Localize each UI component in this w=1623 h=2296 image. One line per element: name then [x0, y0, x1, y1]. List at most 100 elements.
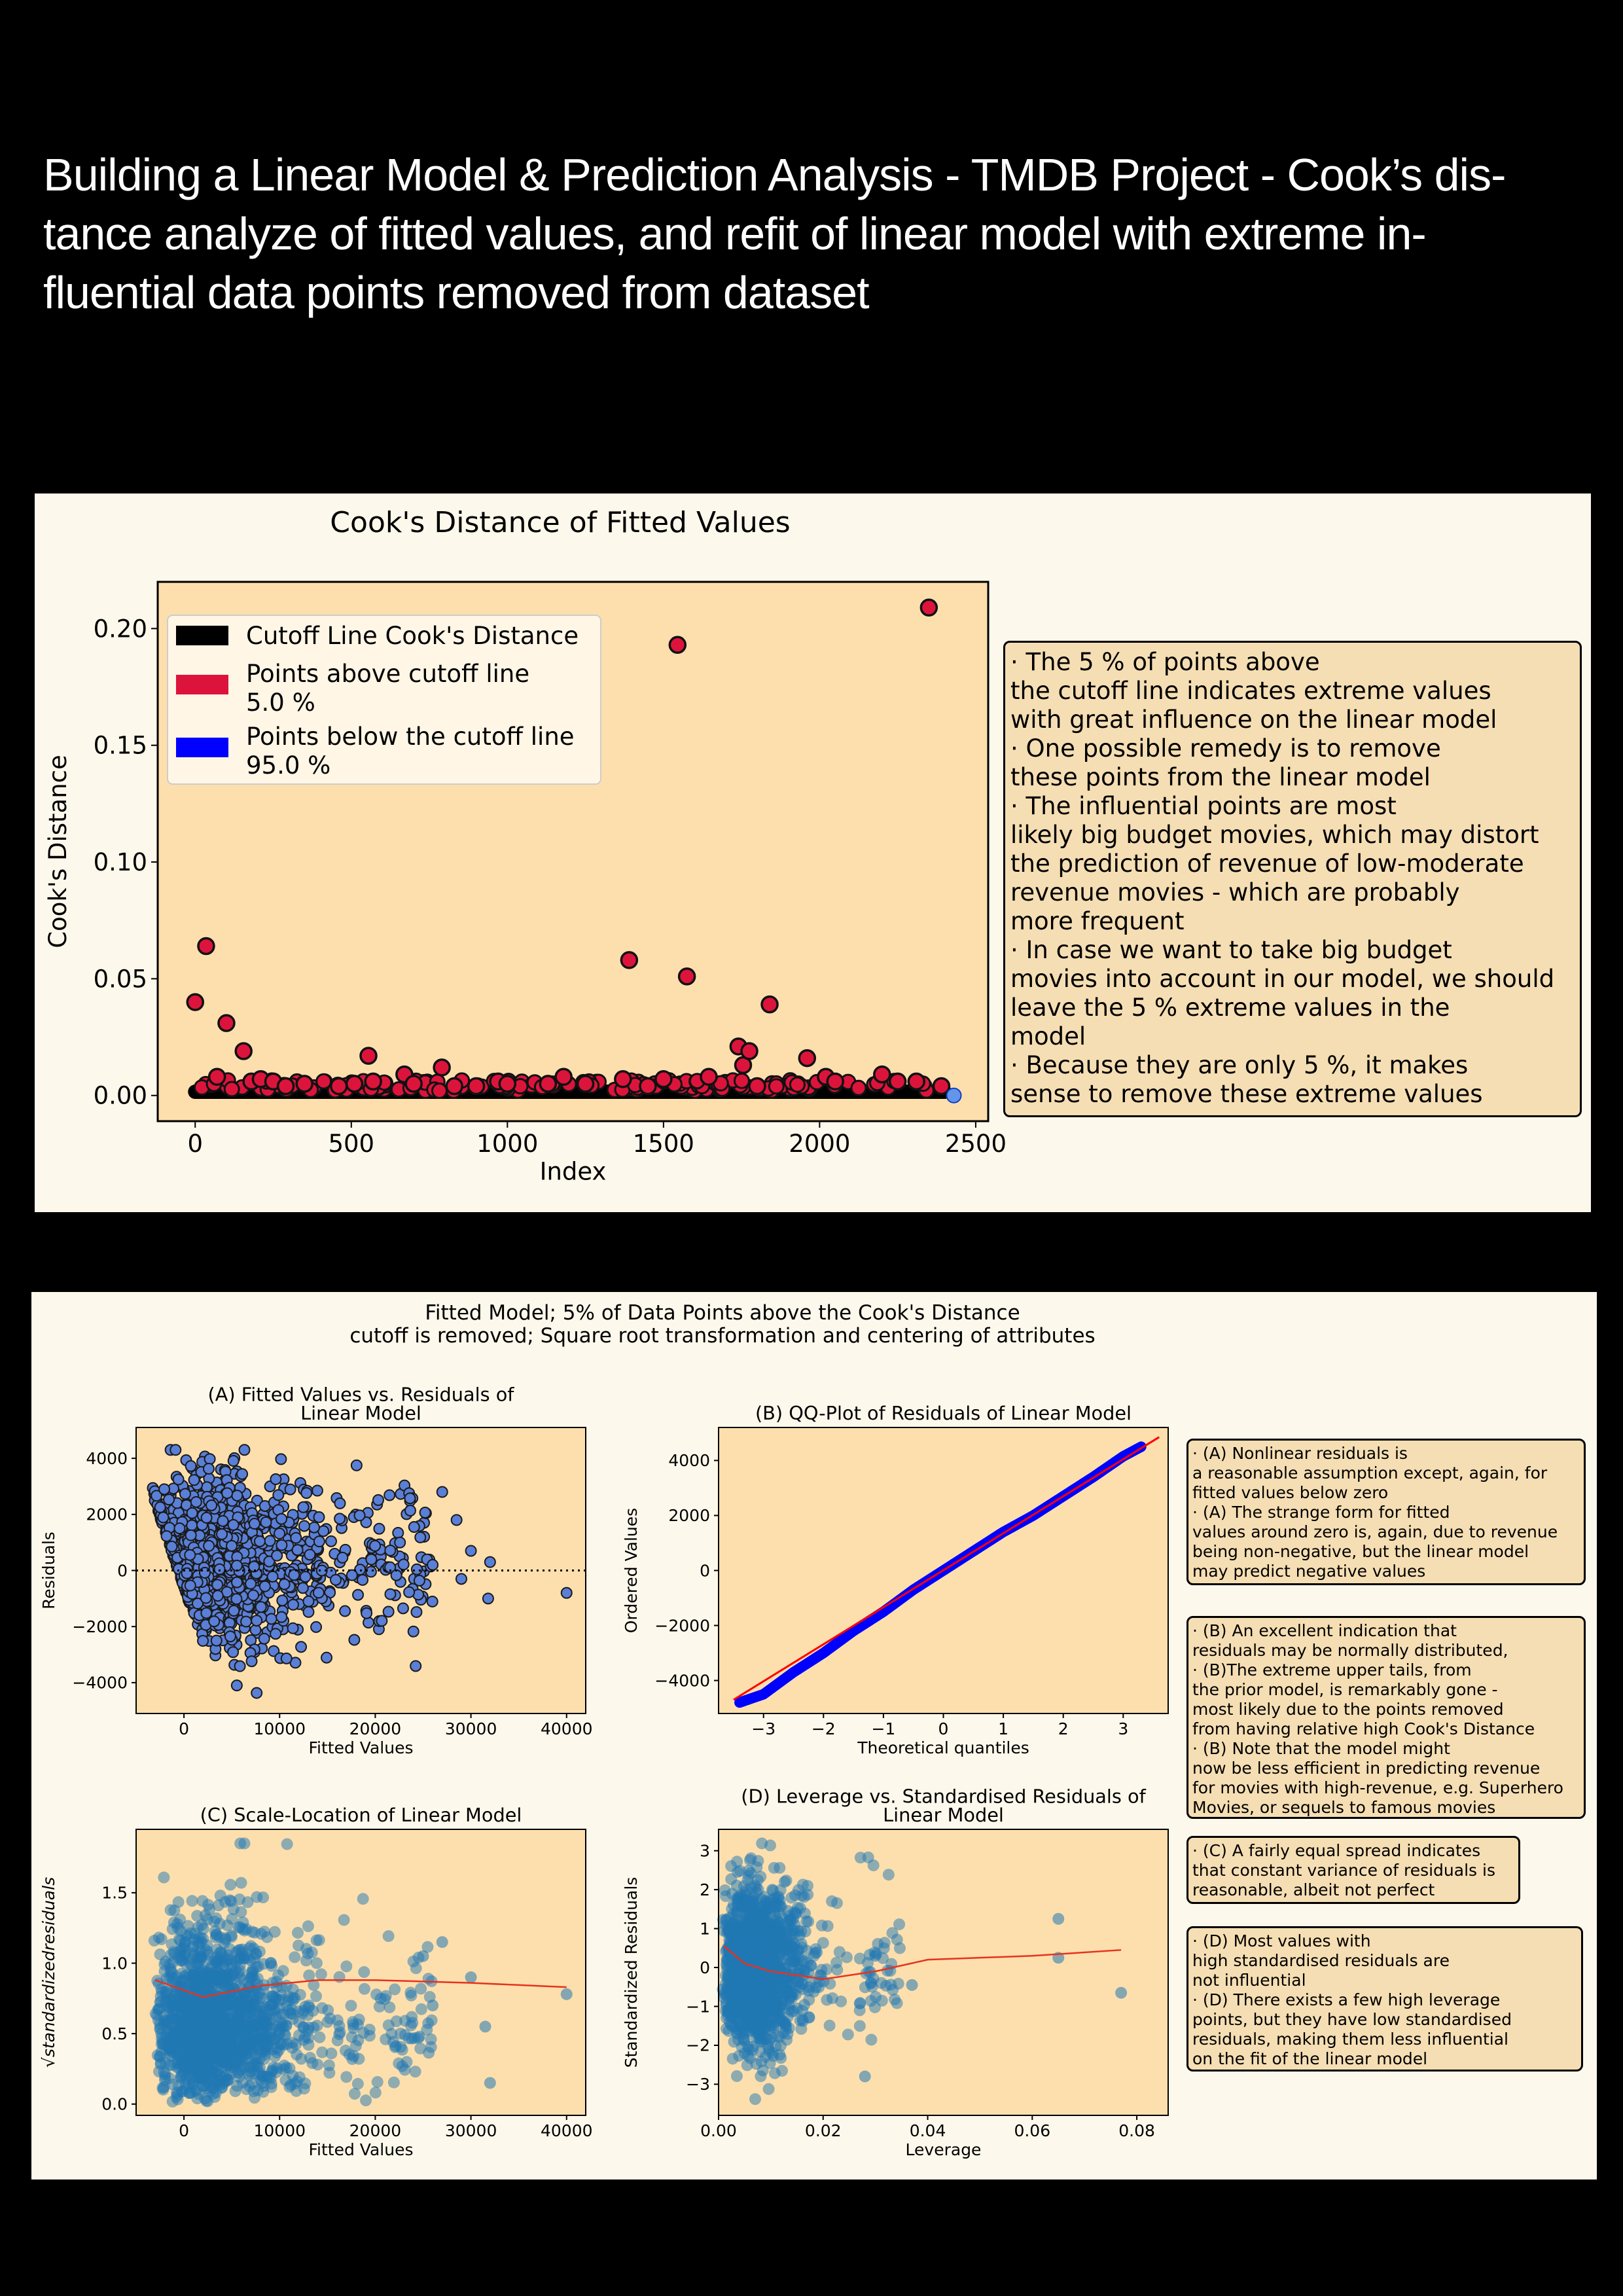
residual-point: [200, 1592, 212, 1604]
x-tick-label: 1: [998, 1719, 1008, 1738]
scale-point: [202, 1899, 215, 1911]
scale-point: [232, 2056, 245, 2068]
residual-point: [450, 1514, 463, 1526]
residual-point: [258, 1632, 270, 1645]
above-cutoff-point: [554, 1067, 573, 1086]
residual-point: [259, 1580, 271, 1592]
scale-point: [200, 1955, 213, 1967]
x-tick-label: 500: [328, 1130, 374, 1158]
above-cutoff-point: [433, 1058, 451, 1077]
residual-point: [291, 1544, 304, 1556]
residual-point: [287, 1622, 299, 1634]
residual-point: [350, 1459, 363, 1471]
residual-point: [353, 1509, 366, 1522]
above-cutoff-point: [639, 1077, 657, 1096]
residual-point: [260, 1516, 272, 1528]
scale-point: [358, 1982, 370, 1995]
x-tick-label: 0: [938, 1719, 949, 1738]
scale-point: [382, 1930, 395, 1943]
residual-point: [158, 1483, 171, 1496]
residual-point: [336, 1551, 349, 1564]
scale-point: [340, 1960, 353, 1973]
scale-point: [221, 1995, 233, 2007]
y-tick-label: 1.5: [101, 1884, 128, 1903]
scale-point: [302, 1920, 314, 1933]
above-cutoff-point: [498, 1075, 517, 1093]
scale-point: [353, 2053, 365, 2065]
residual-point: [226, 1539, 238, 1552]
above-cutoff-point: [654, 1070, 673, 1088]
scale-point: [176, 1950, 188, 1963]
scale-point: [313, 1934, 325, 1946]
scale-point: [241, 2019, 253, 2032]
x-axis-label: Fitted Values: [309, 1738, 414, 1757]
residual-point: [384, 1544, 397, 1556]
scale-point: [248, 1952, 260, 1965]
residual-point: [271, 1549, 283, 1562]
scale-point: [231, 2000, 243, 2013]
above-cutoff-point: [850, 1079, 867, 1096]
scale-point: [158, 1871, 170, 1884]
scale-point: [290, 2085, 302, 2097]
scale-point: [399, 2064, 411, 2076]
above-cutoff-point: [700, 1067, 718, 1086]
y-tick-label: 0.15: [94, 732, 147, 760]
residual-point: [208, 1615, 221, 1628]
residual-point: [224, 1630, 236, 1643]
residual-point: [270, 1628, 282, 1640]
x-tick-label: −2: [812, 1719, 836, 1738]
residual-point: [200, 1511, 213, 1524]
leverage-point: [823, 2019, 836, 2032]
plot-marks: [186, 598, 962, 1103]
scale-point: [321, 2016, 334, 2028]
residual-point: [247, 1589, 260, 1602]
plot-marks: [136, 1444, 586, 1699]
y-tick-label: 4000: [668, 1451, 710, 1470]
x-tick-label: 0: [187, 1130, 203, 1158]
scale-point: [371, 2075, 383, 2088]
scale-point: [167, 1973, 179, 1985]
chart-title: (C) Scale-Location of Linear Model: [200, 1804, 522, 1826]
residual-point: [248, 1518, 260, 1530]
x-tick-label: 40000: [541, 2121, 593, 2140]
scale-point: [276, 2008, 288, 2020]
scale-point: [266, 1999, 278, 2011]
scale-point: [194, 2055, 207, 2068]
chart-D: 0.00 0.02 0.04 0.06 0.08−3−2−10123LeverageSt…: [622, 1785, 1169, 2159]
residual-point: [190, 1496, 202, 1508]
scale-point: [345, 2000, 357, 2012]
y-axis-label: Ordered Values: [622, 1508, 641, 1633]
residual-point: [240, 1615, 253, 1628]
residual-point: [372, 1494, 384, 1506]
scale-point: [229, 2024, 241, 2037]
scale-point: [266, 1960, 278, 1972]
above-cutoff-point: [888, 1072, 907, 1091]
residual-point: [184, 1549, 196, 1561]
above-cutoff-point: [873, 1065, 891, 1084]
scale-point: [225, 1929, 238, 1941]
above-cutoff-point: [207, 1067, 226, 1086]
above-cutoff-point: [295, 1075, 313, 1093]
residual-point: [300, 1487, 313, 1499]
scale-point: [414, 2042, 427, 2054]
scale-point: [222, 1973, 234, 1986]
scale-point: [410, 1962, 422, 1975]
residual-point: [230, 1560, 243, 1572]
scale-point: [202, 2015, 215, 2028]
residual-point: [311, 1484, 323, 1497]
scale-point: [297, 2021, 310, 2034]
above-cutoff-point: [677, 967, 696, 986]
residual-point: [184, 1579, 196, 1592]
residual-point: [276, 1594, 289, 1607]
above-cutoff-point: [404, 1075, 423, 1093]
residual-point: [203, 1539, 215, 1552]
scale-point: [277, 2020, 289, 2032]
residual-point: [198, 1566, 211, 1579]
above-cutoff-point: [740, 1042, 758, 1060]
y-axis-label: Cook's Distance: [44, 755, 72, 948]
above-cutoff-point: [907, 1072, 926, 1091]
scale-point: [166, 2095, 179, 2108]
scale-point: [300, 1943, 313, 1955]
residual-point: [216, 1528, 228, 1541]
scale-point: [208, 1915, 221, 1928]
